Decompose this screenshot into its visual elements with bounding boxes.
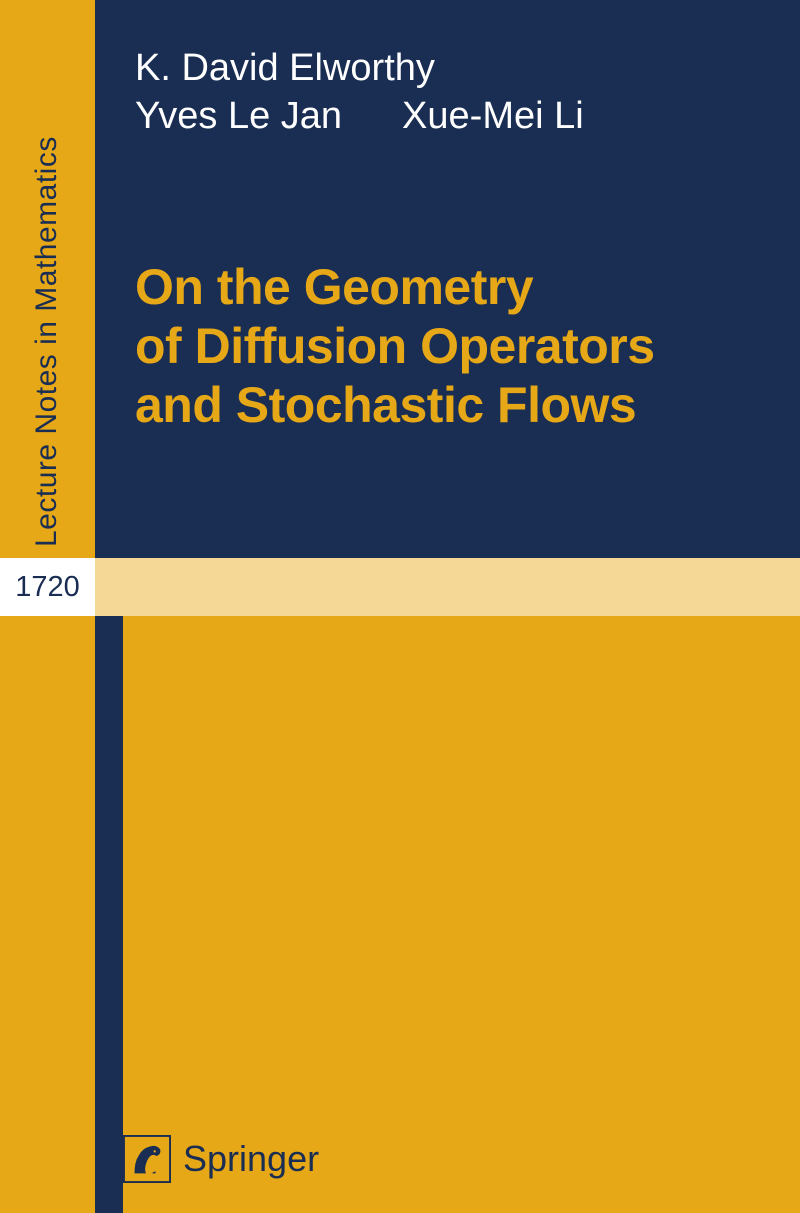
publisher-name: Springer xyxy=(183,1138,319,1180)
book-title: On the Geometry of Diffusion Operators a… xyxy=(135,258,655,435)
book-cover: Lecture Notes in Mathematics K. David El… xyxy=(0,0,800,1213)
authors-block: K. David Elworthy Yves Le Jan Xue-Mei Li xyxy=(135,45,584,140)
author-1: K. David Elworthy xyxy=(135,45,584,93)
volume-box: 1720 xyxy=(0,558,95,616)
inner-spine xyxy=(95,616,123,1213)
publisher-block: Springer xyxy=(123,1135,319,1183)
top-panel: K. David Elworthy Yves Le Jan Xue-Mei Li… xyxy=(95,0,800,558)
author-3: Xue-Mei Li xyxy=(402,93,584,141)
title-line-1: On the Geometry xyxy=(135,258,655,317)
author-2: Yves Le Jan xyxy=(135,93,342,141)
light-stripe xyxy=(95,558,800,616)
volume-number: 1720 xyxy=(15,571,80,604)
lower-panel xyxy=(123,616,800,1213)
title-line-2: of Diffusion Operators xyxy=(135,317,655,376)
author-row-2: Yves Le Jan Xue-Mei Li xyxy=(135,93,584,141)
springer-horse-icon xyxy=(123,1135,171,1183)
title-line-3: and Stochastic Flows xyxy=(135,376,655,435)
series-name: Lecture Notes in Mathematics xyxy=(30,136,64,547)
